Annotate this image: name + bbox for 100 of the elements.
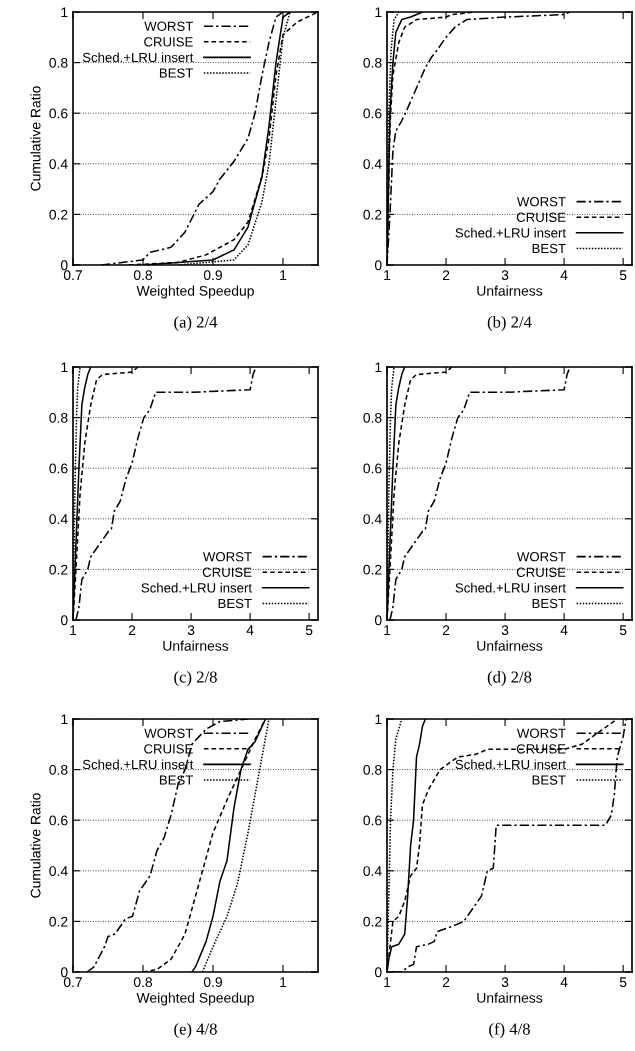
y-tick-label: 1 [61, 362, 68, 373]
y-tick-label: 0.4 [363, 159, 382, 169]
x-tick-label: 5 [619, 625, 627, 636]
x-tick-label: 4 [560, 625, 568, 635]
x-tick-label: 4 [560, 270, 568, 280]
x-tick-label: 5 [619, 977, 627, 988]
legend-label: Sched.+LRU insert [141, 582, 252, 593]
y-tick-label: 0.4 [363, 514, 382, 524]
legend-label: CRUISE [202, 567, 252, 577]
y-tick-label: 0 [60, 260, 68, 271]
legend-label: CRUISE [144, 37, 193, 47]
x-tick-label: 4 [560, 977, 568, 987]
y-tick-label: 0.2 [49, 564, 68, 575]
y-tick-label: 0.8 [363, 412, 382, 423]
y-tick-label: 1 [375, 714, 382, 725]
legend-label: WORST [516, 552, 566, 562]
x-tick-label: 1 [384, 625, 391, 635]
legend-label: CRUISE [516, 212, 566, 222]
text: (a) 2/4 [174, 315, 218, 332]
x-tick-label: 0.9 [203, 977, 222, 988]
x-tick-label: 0.8 [133, 270, 153, 281]
y-tick-label: 0.6 [363, 108, 382, 119]
legend-label: BEST [218, 598, 252, 609]
y-tick-label: 0.2 [363, 564, 382, 575]
y-tick-label: 0.2 [49, 209, 68, 220]
x-tick-label: 1 [384, 977, 391, 987]
y-tick-label: 0.2 [363, 209, 382, 220]
y-tick-label: 0.4 [49, 514, 68, 524]
y-tick-label: 0.6 [49, 463, 68, 474]
legend-label: Sched.+LRU insert [82, 52, 194, 63]
x-tick-label: 1 [280, 977, 287, 987]
y-tick-label: 0 [60, 967, 68, 978]
x-tick-label: 4 [246, 625, 254, 635]
legend-label: BEST [532, 243, 566, 254]
y-tick-label: 0 [374, 967, 382, 978]
y-tick-label: 0.4 [49, 159, 68, 169]
legend-label: CRUISE [516, 567, 566, 577]
legend-label: BEST [532, 775, 566, 785]
x-tick-label: 0.7 [63, 977, 82, 988]
legend-label: Sched.+LRU insert [82, 759, 194, 770]
x-tick-label: 3 [501, 625, 509, 636]
y-tick-label: 0.6 [363, 815, 382, 826]
y-tick-label: 0.4 [363, 866, 382, 876]
legend-label: WORST [516, 197, 566, 207]
x-tick-label: 3 [501, 270, 509, 281]
x-tick-label: 0.9 [203, 270, 222, 281]
legend-label: Sched.+LRU insert [455, 227, 566, 238]
x-tick-label: 1 [70, 625, 77, 635]
y-tick-label: 0.2 [49, 916, 68, 927]
legend-label: WORST [144, 728, 194, 738]
legend-label: CRUISE [144, 744, 193, 754]
x-axis-title: Weighted Speedup [136, 285, 254, 299]
legend-label: Sched.+LRU insert [455, 759, 566, 770]
y-tick-label: 0.4 [49, 866, 68, 876]
y-tick-label: 0.6 [363, 463, 382, 474]
x-tick-label: 0.7 [63, 270, 82, 281]
legend-label: WORST [516, 728, 566, 738]
x-tick-label: 1 [280, 270, 287, 280]
y-tick-label: 0.8 [363, 57, 382, 68]
x-axis-title: Unfairness [477, 640, 543, 651]
legend-label: WORST [202, 552, 252, 562]
x-tick-label: 2 [442, 270, 450, 280]
x-axis-title: Unfairness [477, 992, 543, 1003]
legend-label: BEST [159, 68, 194, 78]
y-tick-label: 0 [60, 615, 68, 626]
text: (e) 4/8 [174, 1022, 217, 1039]
x-tick-label: 5 [619, 270, 627, 281]
y-tick-label: 0 [374, 260, 382, 271]
y-tick-label: 0.8 [49, 412, 68, 423]
y-axis-title: Cumulative Ratio [30, 793, 41, 898]
x-axis-title: Unfairness [163, 640, 229, 651]
y-tick-label: 0.6 [49, 815, 68, 826]
y-tick-label: 0 [374, 615, 382, 626]
x-tick-label: 2 [442, 625, 450, 635]
y-tick-label: 1 [61, 7, 68, 18]
x-tick-label: 2 [128, 625, 136, 635]
y-tick-label: 1 [375, 7, 382, 18]
x-tick-label: 0.8 [133, 977, 153, 988]
y-tick-label: 0.8 [49, 764, 68, 775]
text: (f) 4/8 [489, 1022, 530, 1039]
y-tick-label: 1 [61, 714, 68, 725]
legend-label: Sched.+LRU insert [455, 582, 566, 593]
x-tick-label: 1 [384, 270, 391, 280]
legend-label: BEST [532, 598, 566, 609]
y-tick-label: 0.8 [363, 764, 382, 775]
y-tick-label: 1 [375, 362, 382, 373]
x-tick-label: 3 [501, 977, 509, 988]
y-tick-label: 0.8 [49, 57, 68, 68]
x-tick-label: 3 [187, 625, 195, 636]
legend-label: WORST [144, 21, 194, 31]
x-tick-label: 2 [442, 977, 450, 987]
y-tick-label: 0.2 [363, 916, 382, 927]
text: (d) 2/8 [487, 670, 532, 687]
y-tick-label: 0.6 [49, 108, 68, 119]
text: (c) 2/8 [174, 670, 217, 687]
x-axis-title: Unfairness [477, 285, 543, 296]
x-tick-label: 5 [305, 625, 313, 636]
text: (b) 2/4 [487, 315, 532, 332]
y-axis-title: Cumulative Ratio [30, 86, 41, 191]
legend-label: BEST [159, 775, 194, 785]
